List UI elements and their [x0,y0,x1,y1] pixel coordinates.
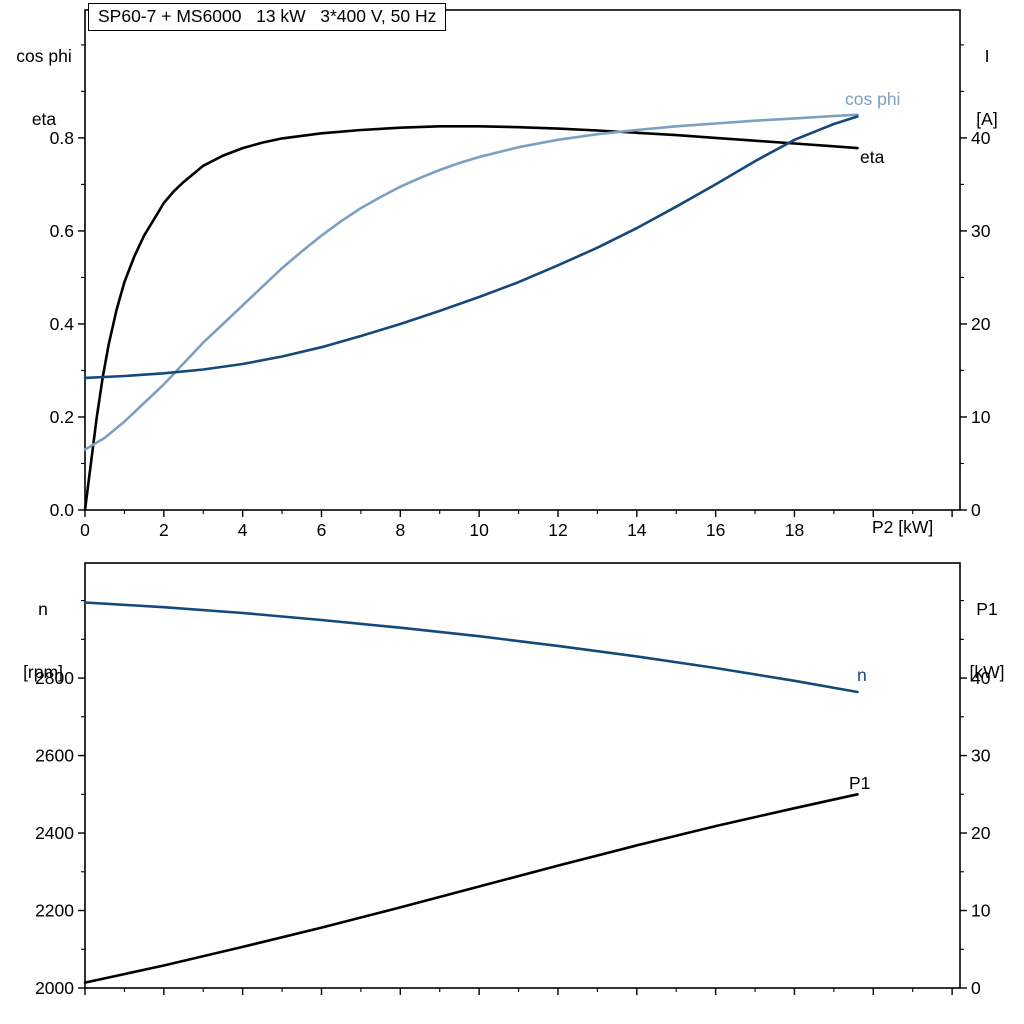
axis-title-speed: n [38,599,48,619]
y-left-tick-label: 2600 [35,746,74,766]
x-axis-title-p2: P2 [kW] [872,517,934,537]
top-left-axis-title: cos phi eta [6,4,82,172]
y-right-tick-label: 10 [971,407,991,427]
y-right-tick-label: 40 [971,668,991,688]
axis-title-speed-unit: [rpm] [23,662,63,682]
curve-label-n: n [857,665,867,685]
y-left-tick-label: 2000 [35,978,74,998]
curve-p1 [83,792,859,984]
curve-label-cos-phi: cos phi [845,89,901,109]
axis-title-eta: eta [31,109,57,129]
x-tick-label: 6 [317,520,327,540]
y-left-tick-label: 0.4 [50,314,75,334]
x-tick-label: 16 [706,520,725,540]
x-tick-label: 18 [785,520,804,540]
y-left-tick-label: 0.2 [50,407,74,427]
axis-title-p1: P1 [976,599,998,619]
curve-label-p1: P1 [849,773,871,793]
y-right-tick-label: 0 [971,978,981,998]
x-tick-label: 4 [238,520,248,540]
plot-frame-bottom [84,562,961,989]
y-right-tick-label: 20 [971,314,991,334]
curve-cos-phi [83,113,859,451]
y-left-tick-label: 2400 [35,823,74,843]
y-right-tick-label: 30 [971,746,991,766]
x-tick-label: 10 [469,520,489,540]
top-right-axis-title: I [A] [958,4,1016,172]
x-tick-label: 8 [395,520,405,540]
axis-title-p1-unit: [kW] [969,662,1005,682]
curve-eta [83,125,859,512]
y-left-tick-label: 0.0 [50,500,75,520]
axis-title-current-unit: [A] [976,109,998,129]
x-tick-label: 0 [80,520,90,540]
y-left-tick-label: 0.8 [50,128,74,148]
x-tick-label: 12 [548,520,567,540]
x-tick-label: 14 [627,520,647,540]
axis-title-cos-phi: cos phi [16,46,72,66]
curve-i [83,115,859,380]
curve-label-eta: eta [860,147,885,167]
y-left-tick-label: 2800 [35,668,74,688]
y-left-tick-label: 2200 [35,901,74,921]
y-right-tick-label: 40 [971,128,991,148]
chart-title: SP60-7 + MS6000 13 kW 3*400 V, 50 Hz [88,3,447,31]
axis-title-current: I [984,46,990,66]
bottom-right-axis-title: P1 [kW] [956,557,1018,725]
y-right-tick-label: 10 [971,901,991,921]
y-right-tick-label: 30 [971,221,991,241]
plot-frame-top [84,9,961,511]
y-right-tick-label: 0 [971,500,981,520]
bottom-left-axis-title: n [rpm] [4,557,82,725]
curve-n [83,601,859,694]
x-tick-label: 2 [159,520,169,540]
y-left-tick-label: 0.6 [50,221,74,241]
y-right-tick-label: 20 [971,823,991,843]
